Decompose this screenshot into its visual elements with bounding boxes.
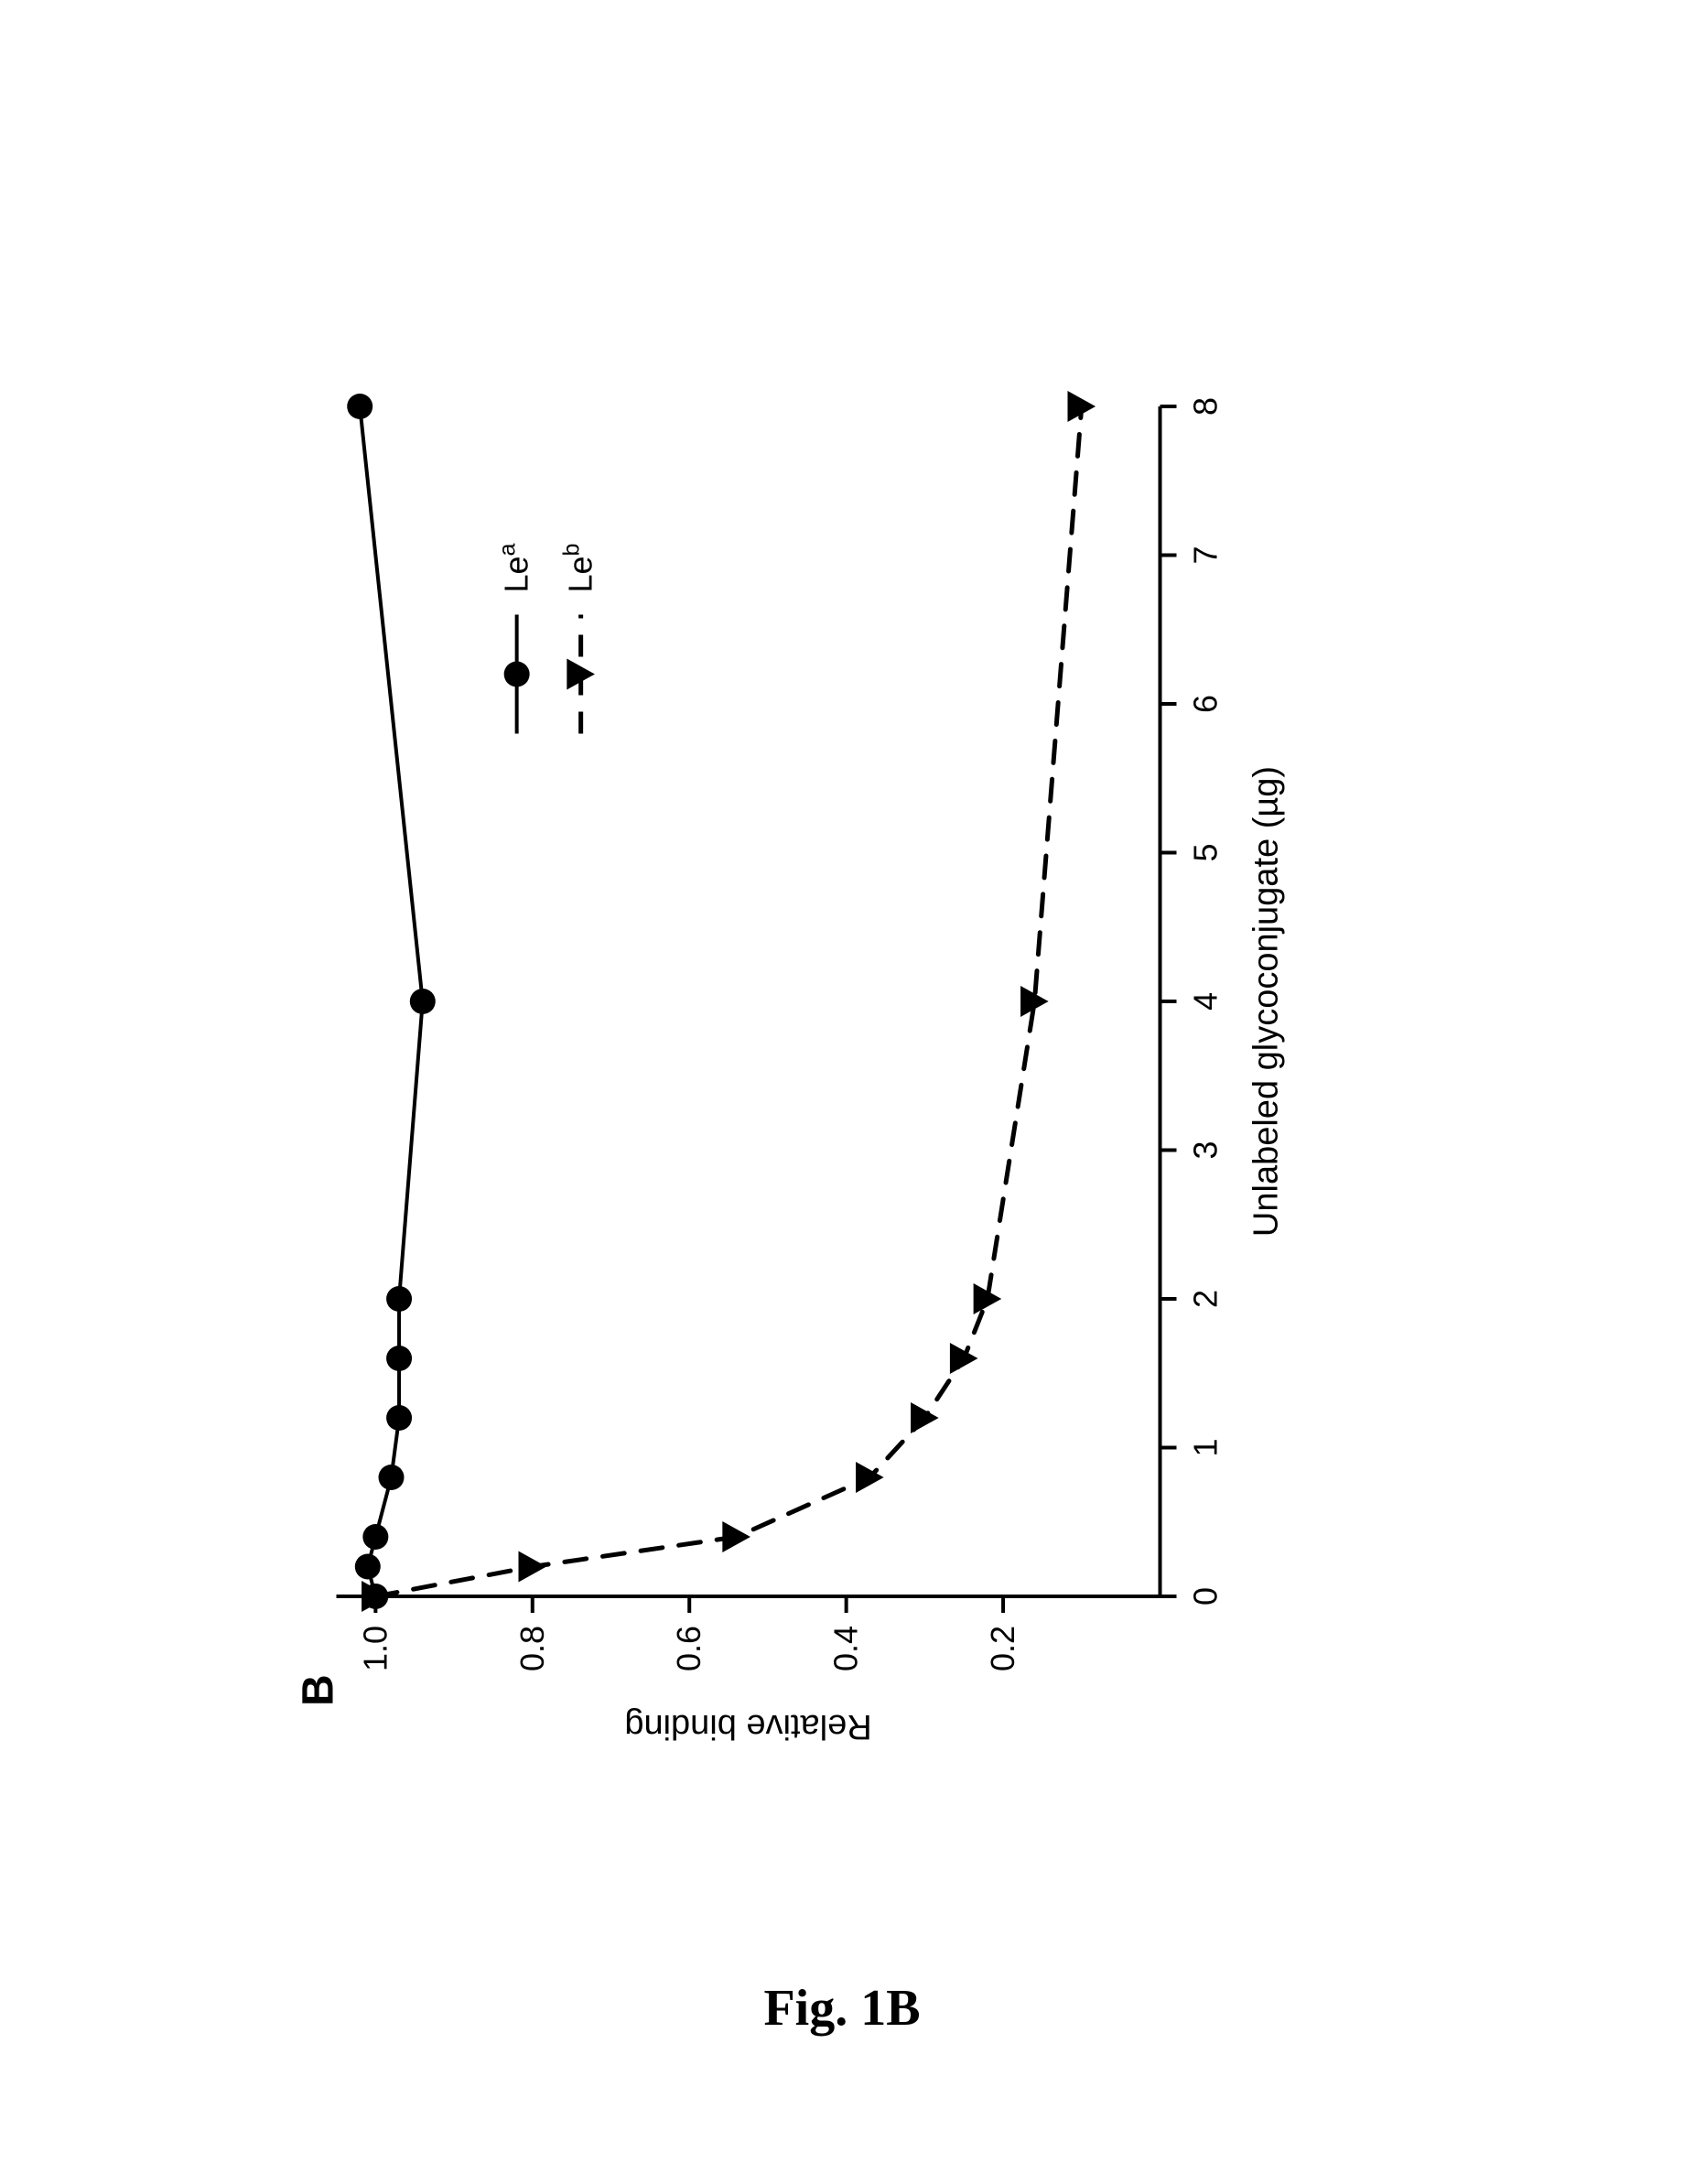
legend-label: Leb (559, 543, 599, 592)
y-tick-label: 1.0 (356, 1626, 394, 1671)
legend-row-lea: Lea (495, 543, 535, 733)
y-tick-label: 0.6 (670, 1626, 707, 1671)
x-tick-label: 0 (1187, 1587, 1225, 1606)
series-leb (362, 391, 1096, 1612)
x-tick-label: 6 (1187, 695, 1225, 713)
y-tick-label: 0.2 (984, 1626, 1021, 1671)
x-tick-label: 8 (1187, 397, 1225, 416)
figure-caption: Fig. 1B (763, 1979, 920, 2038)
chart-rotated-container: 0 1 2 3 4 5 6 7 8 0.2 0.4 0.6 0.8 1.0 Unlabeled glycoc… (282, 205, 1403, 1761)
binding-curve-chart: 0 1 2 3 4 5 6 7 8 0.2 0.4 0.6 0.8 1.0 Unlabeled glycoc… (282, 205, 1398, 1761)
x-tick-label: 7 (1187, 546, 1225, 564)
legend-label: Lea (495, 543, 535, 592)
legend-row-leb: Leb (559, 543, 599, 733)
x-tick-label: 5 (1187, 843, 1225, 861)
x-tick-label: 4 (1187, 992, 1225, 1011)
y-tick-label: 0.8 (513, 1626, 551, 1671)
y-tick-label: 0.4 (827, 1626, 865, 1671)
panel-label: B (295, 1674, 343, 1706)
y-axis-title: Relative binding (624, 1707, 871, 1746)
x-tick-label: 1 (1187, 1438, 1225, 1456)
x-axis-title: Unlabeled glycoconjugate (µg) (1247, 766, 1286, 1237)
x-tick-label: 3 (1187, 1141, 1225, 1159)
x-tick-label: 2 (1187, 1290, 1225, 1308)
series-lea (347, 394, 436, 1609)
